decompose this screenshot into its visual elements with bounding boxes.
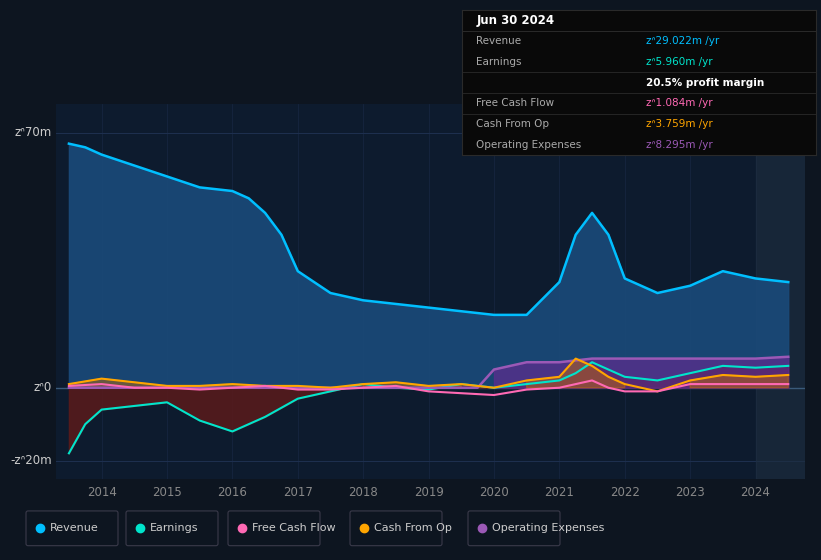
- Text: Cash From Op: Cash From Op: [476, 119, 549, 129]
- Text: zᐢ0: zᐢ0: [34, 381, 52, 394]
- Text: Operating Expenses: Operating Expenses: [476, 139, 581, 150]
- Text: 2019: 2019: [414, 486, 443, 499]
- Text: 20.5% profit margin: 20.5% profit margin: [646, 77, 764, 87]
- Text: Earnings: Earnings: [150, 523, 199, 533]
- Text: zᐢ70m: zᐢ70m: [15, 126, 52, 139]
- Text: Free Cash Flow: Free Cash Flow: [476, 98, 554, 108]
- Text: zᐢ1.084m /yr: zᐢ1.084m /yr: [646, 98, 713, 108]
- Bar: [755, 104, 805, 479]
- Text: 2015: 2015: [152, 486, 182, 499]
- Text: 2024: 2024: [741, 486, 770, 499]
- Text: Earnings: Earnings: [476, 57, 521, 67]
- Text: 2017: 2017: [283, 486, 313, 499]
- Text: zᐢ5.960m /yr: zᐢ5.960m /yr: [646, 57, 713, 67]
- Text: zᐢ29.022m /yr: zᐢ29.022m /yr: [646, 36, 719, 46]
- Text: Jun 30 2024: Jun 30 2024: [476, 14, 554, 27]
- Text: 2021: 2021: [544, 486, 575, 499]
- Text: 2020: 2020: [479, 486, 509, 499]
- Text: Revenue: Revenue: [476, 36, 521, 46]
- Text: zᐢ8.295m /yr: zᐢ8.295m /yr: [646, 139, 713, 150]
- Text: 2016: 2016: [218, 486, 247, 499]
- Text: 2022: 2022: [610, 486, 640, 499]
- Text: Revenue: Revenue: [50, 523, 99, 533]
- Text: Free Cash Flow: Free Cash Flow: [252, 523, 336, 533]
- Text: Operating Expenses: Operating Expenses: [492, 523, 604, 533]
- Text: -zᐢ20m: -zᐢ20m: [11, 454, 52, 467]
- Text: zᐢ3.759m /yr: zᐢ3.759m /yr: [646, 119, 713, 129]
- Text: 2023: 2023: [675, 486, 705, 499]
- Text: Cash From Op: Cash From Op: [374, 523, 452, 533]
- Text: 2014: 2014: [87, 486, 117, 499]
- Text: 2018: 2018: [348, 486, 378, 499]
